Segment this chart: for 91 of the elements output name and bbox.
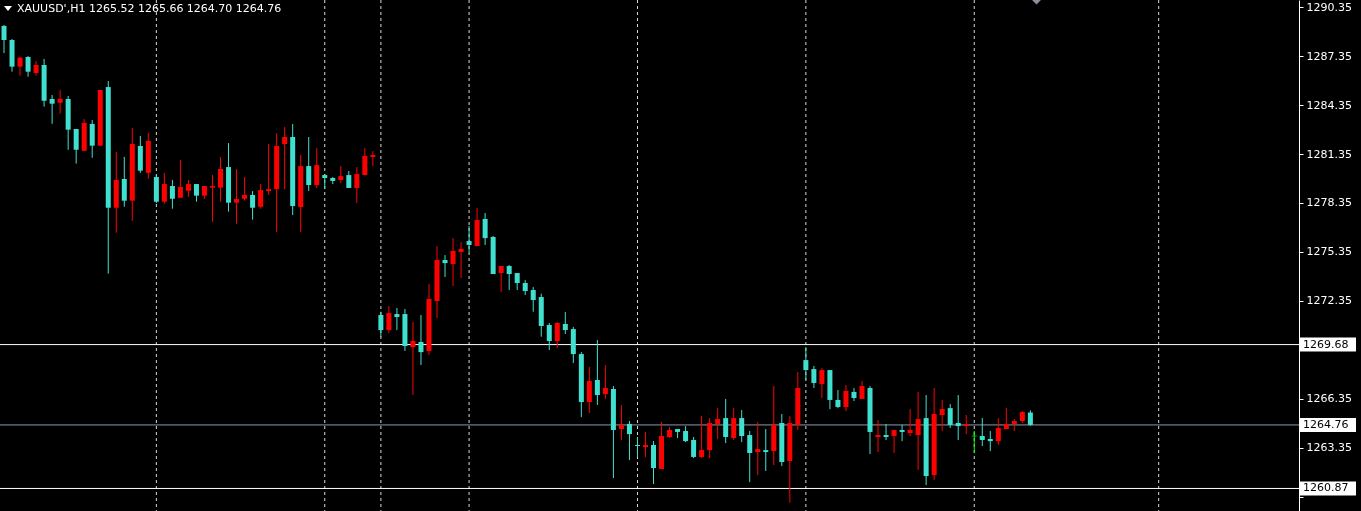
candlestick bbox=[602, 364, 608, 400]
candlestick bbox=[803, 346, 809, 381]
candlestick bbox=[442, 254, 448, 278]
candlestick bbox=[89, 119, 95, 159]
y-tick-label: 1275.35 bbox=[1306, 245, 1352, 259]
candlestick bbox=[362, 147, 368, 176]
candlestick bbox=[354, 166, 360, 204]
candlestick bbox=[642, 431, 648, 458]
candlestick bbox=[939, 399, 945, 432]
candlestick bbox=[506, 264, 512, 291]
candlestick bbox=[378, 311, 384, 338]
candlestick bbox=[177, 159, 183, 199]
candlestick bbox=[33, 60, 39, 77]
candlestick bbox=[819, 367, 825, 399]
candlestick bbox=[626, 420, 632, 461]
candlestick bbox=[466, 225, 472, 253]
candlestick bbox=[843, 384, 849, 412]
candlestick bbox=[715, 407, 721, 440]
candlestick bbox=[218, 156, 224, 203]
candlestick bbox=[899, 424, 905, 442]
candlestick bbox=[73, 128, 79, 165]
candlestick bbox=[691, 436, 697, 459]
candlestick bbox=[699, 415, 705, 459]
ref-line-label: 1264.76 bbox=[1303, 417, 1349, 431]
candlestick bbox=[907, 408, 913, 437]
candlestick bbox=[306, 136, 312, 192]
candlestick bbox=[282, 126, 288, 190]
candlestick bbox=[586, 366, 592, 414]
candlestick bbox=[25, 55, 31, 78]
candlestick bbox=[963, 414, 969, 435]
candlestick bbox=[498, 265, 504, 293]
candlestick bbox=[49, 94, 55, 125]
candlestick bbox=[747, 430, 753, 483]
candlestick bbox=[250, 190, 256, 221]
candlestick bbox=[811, 365, 817, 389]
candlestick bbox=[418, 314, 424, 366]
candlestick bbox=[731, 407, 737, 441]
candlestick bbox=[450, 237, 456, 287]
candlestick bbox=[394, 307, 400, 331]
candlestick bbox=[169, 179, 175, 210]
candlestick bbox=[955, 394, 961, 441]
candlestick bbox=[57, 89, 63, 115]
candlestick bbox=[209, 174, 215, 223]
candlestick bbox=[370, 150, 376, 167]
y-tick-label: 1281.35 bbox=[1306, 147, 1352, 161]
y-tick-label: 1284.35 bbox=[1306, 98, 1352, 112]
candlestick bbox=[482, 212, 488, 246]
candlestick bbox=[17, 56, 23, 77]
candlestick bbox=[971, 430, 977, 454]
ref-line-label: 1260.87 bbox=[1303, 481, 1349, 495]
candlestick bbox=[979, 417, 985, 447]
candlestick bbox=[987, 430, 993, 452]
candlestick bbox=[618, 404, 624, 441]
candlestick bbox=[995, 417, 1001, 446]
y-tick-label: 1278.35 bbox=[1306, 196, 1352, 210]
candlestick bbox=[546, 322, 552, 351]
candlestick bbox=[723, 398, 729, 444]
candlestick bbox=[835, 389, 841, 409]
candlestick bbox=[634, 436, 640, 458]
candlestick bbox=[947, 403, 953, 429]
candlestick bbox=[594, 339, 600, 406]
candlestick bbox=[883, 423, 889, 441]
candlestick bbox=[562, 311, 568, 335]
candlestick bbox=[314, 147, 320, 189]
candlestick bbox=[266, 143, 272, 196]
candlestick bbox=[875, 419, 881, 453]
candlestick bbox=[234, 168, 240, 225]
candlestick bbox=[161, 172, 167, 205]
candlestick bbox=[651, 440, 657, 485]
candlestick bbox=[739, 409, 745, 443]
candlestick bbox=[915, 391, 921, 471]
candlestick bbox=[386, 305, 392, 334]
candlestick bbox=[242, 176, 248, 202]
candlestick bbox=[763, 428, 769, 472]
candlestick bbox=[755, 421, 761, 476]
candlestick bbox=[258, 183, 264, 210]
candlestick bbox=[458, 241, 464, 279]
y-tick-label: 1287.35 bbox=[1306, 49, 1352, 63]
candlestick bbox=[1, 24, 7, 54]
candlestick bbox=[530, 286, 536, 313]
y-tick-label: 1263.35 bbox=[1306, 441, 1352, 455]
y-tick-label: 1266.35 bbox=[1306, 392, 1352, 406]
candlestick bbox=[410, 321, 416, 396]
ref-line-label: 1269.68 bbox=[1303, 337, 1349, 351]
candlestick bbox=[891, 429, 897, 454]
candlestick bbox=[121, 156, 127, 208]
y-tick-label: 1290.35 bbox=[1306, 0, 1352, 14]
candlestick bbox=[851, 387, 857, 402]
candlestick bbox=[554, 321, 560, 349]
y-tick-label: 1272.35 bbox=[1306, 294, 1352, 308]
chart-title: XAUUSD',H1 1265.52 1265.66 1264.70 1264.76 bbox=[17, 2, 282, 15]
